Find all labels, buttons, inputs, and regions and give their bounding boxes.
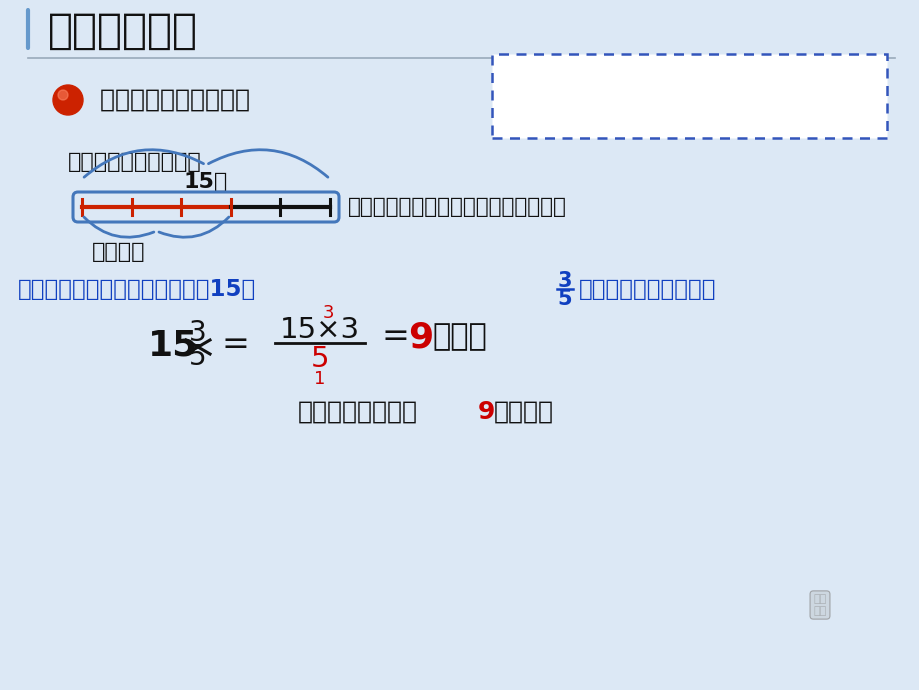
Text: 男生？件: 男生？件 (92, 242, 145, 262)
Text: 1: 1 (314, 370, 325, 388)
Text: =: = (221, 328, 250, 362)
Text: 答：一班男生做了: 答：一班男生做了 (298, 400, 417, 424)
Text: 9: 9 (407, 320, 433, 354)
Text: 3: 3 (557, 271, 572, 291)
Text: 5: 5 (189, 343, 207, 371)
Text: 。: 。 (674, 95, 685, 113)
Text: 15: 15 (148, 328, 198, 362)
Text: 求一班男生做了多少件，就是求15的: 求一班男生做了多少件，就是求15的 (18, 279, 256, 302)
Text: 先画图分析数量关系：: 先画图分析数量关系： (68, 152, 201, 172)
Text: （件）: （件） (432, 322, 486, 351)
Text: 是多少，用乘法计算。: 是多少，用乘法计算。 (578, 279, 716, 302)
Text: 一班男生做了多少件？: 一班男生做了多少件？ (92, 88, 250, 112)
Text: 二、合作探索: 二、合作探索 (48, 10, 198, 52)
Text: 15×3: 15×3 (279, 316, 359, 344)
Circle shape (53, 85, 83, 115)
Text: 5: 5 (557, 289, 572, 309)
Text: 3: 3 (655, 87, 667, 105)
Text: 3: 3 (322, 304, 334, 322)
Text: 件作品。: 件作品。 (494, 400, 553, 424)
Text: 一班共制作泥塑作品15件,: 一班共制作泥塑作品15件, (502, 64, 650, 83)
Text: =: = (381, 320, 410, 353)
Circle shape (58, 90, 68, 100)
FancyBboxPatch shape (492, 54, 886, 138)
Text: 要求一班男生做了多少件就是求什么？: 要求一班男生做了多少件就是求什么？ (347, 197, 566, 217)
Text: 15件: 15件 (184, 172, 228, 192)
Text: 返回
首页: 返回 首页 (812, 594, 826, 615)
Text: 其中男生做了总数的: 其中男生做了总数的 (502, 99, 607, 118)
Text: 9: 9 (478, 400, 494, 424)
Text: 5: 5 (311, 345, 329, 373)
Text: 3: 3 (189, 319, 207, 347)
Text: 5: 5 (655, 103, 667, 121)
